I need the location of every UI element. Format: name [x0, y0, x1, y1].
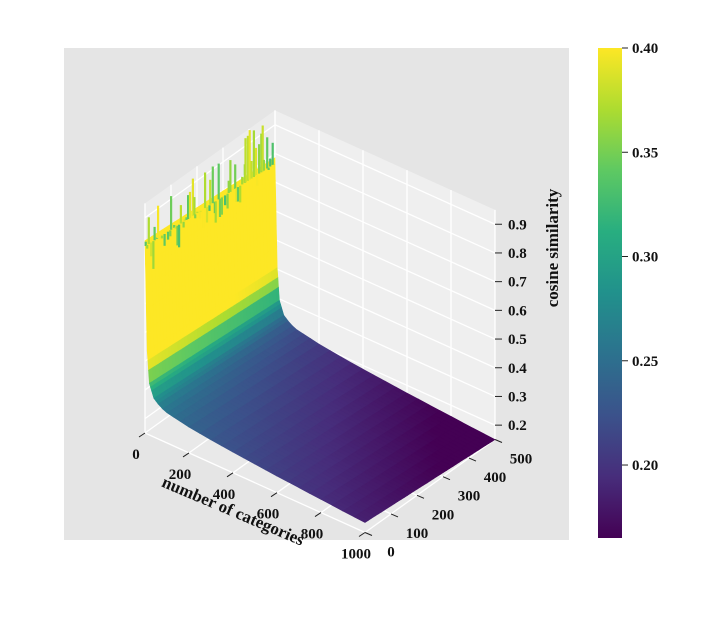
- z-tick-label: 0.5: [508, 332, 527, 348]
- tick-mark: [182, 452, 190, 458]
- tick-mark: [468, 457, 477, 462]
- y-tick-label: 100: [406, 526, 429, 542]
- x-tick-label: 0: [132, 447, 140, 463]
- tick-mark: [358, 532, 366, 537]
- z-tick-label: 0.9: [508, 217, 527, 233]
- colorbar-ticks: 0.20 0.25 0.30 0.35 0.40: [622, 41, 658, 474]
- tick-mark: [442, 476, 451, 481]
- x-tick-label: 600: [257, 507, 280, 523]
- z-axis-label: cosine similarity: [543, 188, 562, 307]
- x-tick-label: 800: [301, 527, 324, 543]
- grid-line-z: [274, 238, 496, 340]
- tick-mark: [138, 432, 146, 438]
- y-tick-label: 500: [510, 452, 533, 468]
- grid-line-z: [274, 210, 496, 311]
- grid-line-z: [274, 267, 496, 369]
- x-tick-label: 1000: [341, 547, 371, 563]
- x-tick-label: 400: [213, 487, 236, 503]
- tick-mark: [270, 492, 278, 498]
- grid-line-x: [364, 438, 496, 534]
- z-tick-label: 0.3: [508, 389, 527, 405]
- surface-cell: [148, 367, 154, 384]
- colorbar: [598, 48, 622, 538]
- colorbar-tick-label: 0.30: [632, 250, 658, 266]
- surface-cell: [145, 306, 151, 331]
- surface-mesh: [144, 157, 496, 523]
- surface-cell: [146, 327, 151, 352]
- y-tick-label: 0: [387, 545, 395, 561]
- y-tick-label: 200: [432, 507, 455, 523]
- grid-line-z: [274, 181, 496, 283]
- tick-mark: [416, 494, 425, 499]
- surface-cell: [145, 284, 150, 310]
- colorbar-tick-label: 0.35: [632, 145, 658, 161]
- x-tick-label: 200: [169, 467, 192, 483]
- grid-line-y: [144, 432, 366, 534]
- grid-line-z: [274, 124, 496, 225]
- z-tick-label: 0.4: [508, 361, 527, 377]
- z-tick-label: 0.6: [508, 303, 527, 319]
- tick-mark: [364, 532, 373, 536]
- colorbar-tick-label: 0.25: [632, 354, 658, 370]
- grid-line-z: [274, 152, 496, 254]
- surface-cell: [145, 261, 150, 288]
- tick-mark: [314, 512, 322, 518]
- colorbar-tick-label: 0.40: [632, 41, 658, 57]
- z-tick-label: 0.8: [508, 246, 527, 262]
- tick-mark: [390, 513, 399, 518]
- colorbar-tick-label: 0.20: [632, 458, 658, 474]
- tick-mark: [226, 472, 234, 478]
- y-tick-label: 300: [458, 489, 481, 505]
- surface-cell: [353, 514, 369, 523]
- tick-mark: [494, 439, 503, 443]
- y-tick-label: 400: [484, 470, 507, 486]
- grid-line-z: [274, 296, 496, 398]
- z-tick-label: 0.2: [508, 418, 527, 434]
- surface-spikes: [144, 125, 275, 269]
- z-tick-label: 0.7: [508, 275, 527, 291]
